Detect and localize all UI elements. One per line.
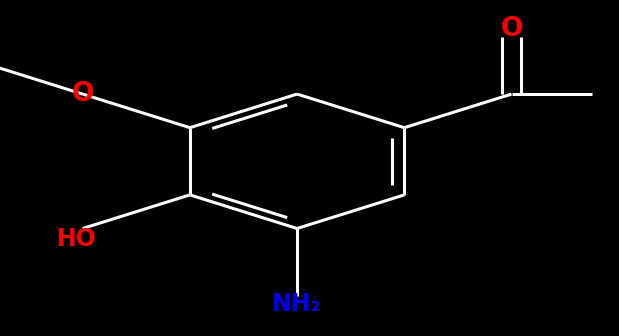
Text: HO: HO <box>56 226 97 251</box>
Text: NH₂: NH₂ <box>272 292 322 316</box>
Text: O: O <box>71 81 94 107</box>
Text: O: O <box>500 15 523 42</box>
